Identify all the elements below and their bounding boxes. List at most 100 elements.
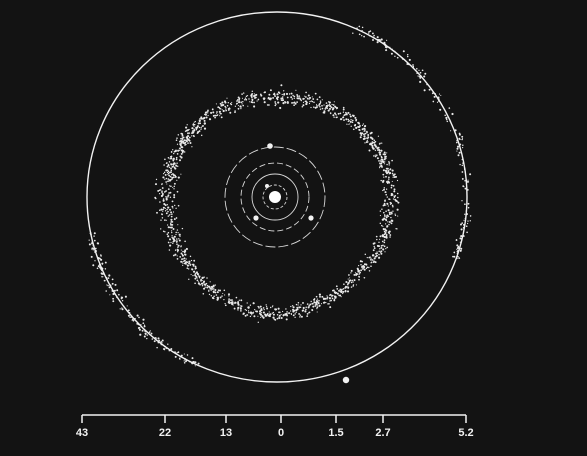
asteroid-dot [180, 152, 183, 155]
asteroid-dot [385, 219, 388, 222]
scale-tick-label: 5.2 [458, 427, 473, 439]
asteroid-dot [418, 69, 420, 72]
asteroid-dot [164, 207, 166, 210]
asteroid-dot [173, 194, 176, 196]
asteroid-dot [187, 262, 190, 264]
asteroid-dot [166, 233, 169, 235]
asteroid-dot [351, 119, 354, 122]
asteroid-dot [106, 284, 108, 286]
asteroid-dot [239, 307, 242, 310]
asteroid-dot [390, 202, 393, 205]
asteroid-dot [296, 97, 300, 100]
asteroid-dot [197, 131, 200, 134]
asteroid-dot [348, 281, 351, 283]
asteroid-dot [306, 303, 309, 305]
asteroid-dot [185, 258, 187, 260]
asteroid-dot [266, 104, 269, 106]
asteroid-dot [163, 202, 166, 206]
asteroid-dot [228, 302, 231, 304]
asteroid-dot [388, 178, 390, 180]
asteroid-dot [297, 301, 300, 304]
asteroid-dot [384, 191, 387, 194]
asteroid-dot [269, 313, 272, 316]
asteroid-dot [184, 240, 186, 243]
asteroid-dot [465, 225, 468, 228]
asteroid-dot [163, 207, 165, 209]
asteroid-dot [319, 101, 322, 104]
asteroid-dot [393, 195, 395, 197]
asteroid-dot [216, 291, 219, 294]
asteroid-dot [336, 292, 339, 295]
asteroid-dot [171, 176, 174, 179]
asteroid-dot [377, 135, 380, 137]
asteroid-dot [192, 124, 195, 126]
asteroid-dot [205, 116, 208, 119]
asteroid-dot [332, 104, 335, 106]
asteroid-dot [378, 250, 380, 253]
asteroid-dot [385, 216, 388, 219]
asteroid-dot [181, 140, 184, 143]
asteroid-dot [304, 310, 307, 313]
asteroid-dot [175, 139, 178, 141]
asteroid-dot [210, 295, 213, 297]
asteroid-dot [370, 262, 372, 264]
asteroid-dot [280, 84, 283, 87]
asteroid-dot [260, 94, 263, 97]
asteroid-dot [347, 120, 350, 123]
asteroid-dot [178, 238, 180, 240]
asteroid-dot [214, 291, 217, 294]
asteroid-dot [272, 305, 274, 307]
asteroid-dot [183, 353, 185, 355]
asteroid-dot [382, 225, 384, 228]
asteroid-dot [312, 309, 314, 312]
asteroid-dot [185, 143, 187, 146]
asteroid-dot [176, 190, 179, 193]
asteroid-dot [406, 55, 409, 58]
asteroid-dot [321, 295, 324, 298]
asteroid-dot [277, 307, 280, 310]
asteroid-dot [266, 313, 269, 315]
asteroid-dot [325, 102, 328, 104]
asteroid-dot [172, 238, 175, 241]
asteroid-dot [175, 231, 177, 234]
asteroid-dot [222, 109, 225, 113]
asteroid-dot [339, 112, 342, 115]
asteroid-dot [224, 302, 226, 305]
asteroid-dot [297, 304, 299, 306]
asteroid-dot [168, 192, 170, 194]
asteroid-dot [362, 268, 365, 270]
asteroid-dot [361, 268, 364, 270]
asteroid-dot [283, 92, 286, 95]
asteroid-dot [378, 238, 381, 240]
asteroid-dot [227, 293, 231, 296]
asteroid-dot [338, 289, 340, 292]
asteroid-dot [168, 166, 171, 169]
asteroid-dot [200, 116, 203, 119]
asteroid-dot [219, 115, 221, 117]
asteroid-dot [461, 171, 464, 173]
asteroid-dot [188, 260, 191, 263]
asteroid-dot [330, 299, 332, 302]
asteroid-dot [250, 93, 253, 96]
asteroid-dot [285, 92, 289, 96]
asteroid-dot [175, 164, 178, 167]
asteroid-dot [184, 253, 186, 255]
asteroid-dot [342, 106, 345, 109]
asteroid-dot [376, 244, 379, 247]
asteroid-dot [207, 112, 209, 114]
asteroid-dot [177, 251, 179, 253]
asteroid-dot [326, 295, 328, 297]
asteroid-dot [159, 209, 161, 211]
asteroid-dot [366, 140, 368, 142]
asteroid-dot [172, 149, 174, 151]
asteroid-dot [456, 147, 459, 150]
asteroid-dot [282, 310, 284, 313]
asteroid-dot [165, 190, 167, 192]
asteroid-dot [189, 255, 192, 258]
asteroid-dot [308, 305, 311, 307]
asteroid-dot [177, 351, 180, 354]
asteroid-dot [164, 158, 166, 161]
asteroid-dot [241, 93, 243, 95]
asteroid-dot [288, 93, 291, 95]
asteroid-dot [386, 202, 389, 205]
